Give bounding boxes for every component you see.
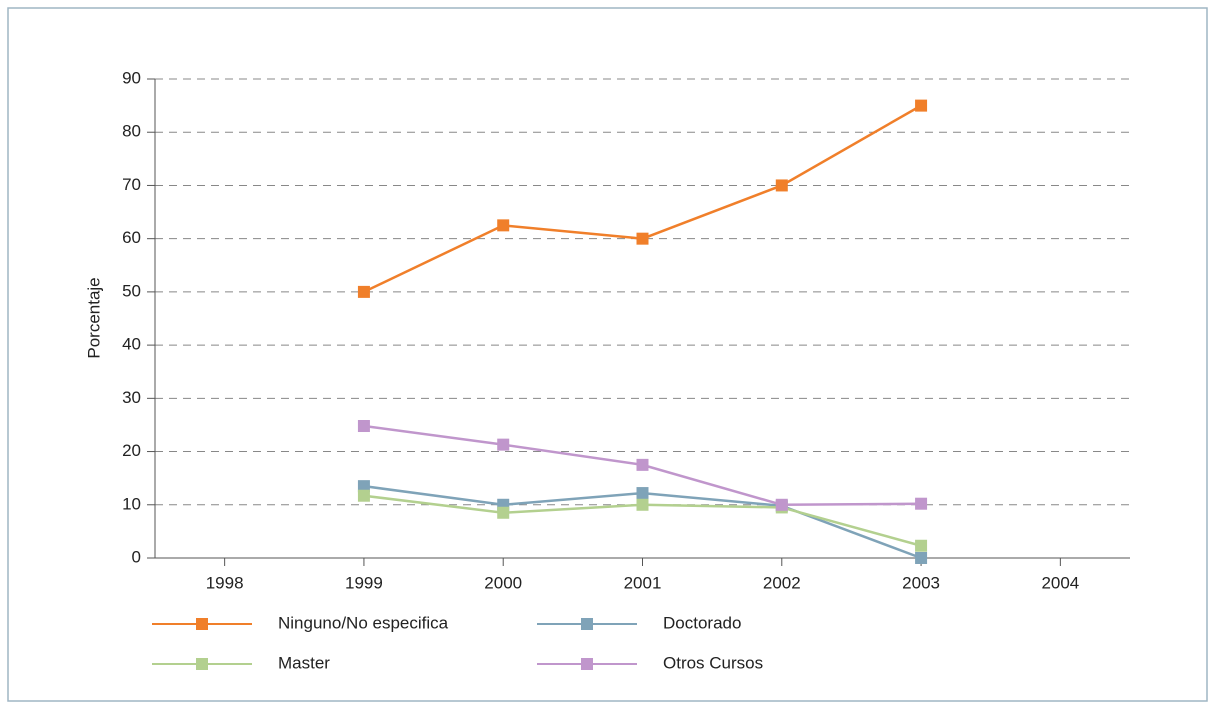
legend-marker (196, 618, 208, 630)
point (636, 487, 649, 500)
legend-marker (196, 658, 208, 670)
legend-marker (581, 658, 593, 670)
x-tick-label: 1999 (345, 573, 383, 592)
point (497, 506, 510, 519)
y-tick-label: 30 (122, 388, 141, 407)
legend-label: Ninguno/No especifica (278, 613, 449, 632)
y-tick-label: 70 (122, 175, 141, 194)
point (915, 99, 928, 112)
point (775, 498, 788, 511)
point (636, 232, 649, 245)
y-tick-label: 90 (122, 68, 141, 87)
y-tick-label: 50 (122, 281, 141, 300)
y-tick-label: 0 (132, 547, 141, 566)
point (497, 219, 510, 232)
y-tick-label: 20 (122, 441, 141, 460)
x-tick-label: 2004 (1041, 573, 1079, 592)
point (775, 179, 788, 192)
y-axis-label: Porcentaje (84, 277, 103, 358)
y-tick-label: 80 (122, 122, 141, 141)
x-tick-label: 2002 (763, 573, 801, 592)
legend-label: Otros Cursos (663, 653, 763, 672)
point (357, 285, 370, 298)
point (636, 458, 649, 471)
series-line (363, 104, 922, 294)
point (357, 480, 370, 493)
x-tick-label: 1998 (206, 573, 244, 592)
legend-label: Master (278, 653, 330, 672)
point (915, 539, 928, 552)
point (497, 438, 510, 451)
point (915, 552, 928, 564)
x-tick-label: 2003 (902, 573, 940, 592)
legend-marker (581, 618, 593, 630)
x-tick-label: 2000 (484, 573, 522, 592)
frame (7, 7, 1208, 702)
y-tick-label: 10 (122, 494, 141, 513)
point (915, 497, 928, 510)
y-tick-label: 40 (122, 335, 141, 354)
point (357, 420, 370, 433)
point (357, 489, 370, 502)
y-tick-label: 60 (122, 228, 141, 247)
legend-label: Doctorado (663, 613, 741, 632)
point (636, 498, 649, 511)
x-tick-label: 2001 (624, 573, 662, 592)
